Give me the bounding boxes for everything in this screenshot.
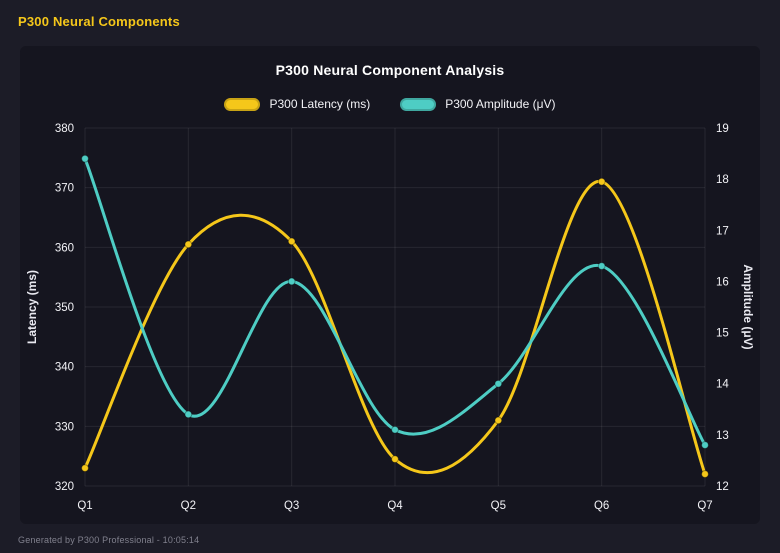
svg-text:Q5: Q5 (491, 500, 506, 512)
chart-title: P300 Neural Component Analysis (275, 62, 505, 78)
svg-text:Latency (ms): Latency (ms) (25, 270, 39, 344)
app-title: P300 Neural Components (18, 13, 180, 29)
legend-item-latency[interactable]: P300 Latency (ms) (224, 97, 370, 111)
svg-text:12: 12 (716, 481, 729, 493)
svg-text:Amplitude (μV): Amplitude (μV) (741, 264, 755, 349)
line-chart: 320 330 340 350 360 370 380 12 13 14 15 16 17 18 19 Q1 Q… (25, 123, 755, 512)
svg-text:17: 17 (716, 225, 729, 237)
svg-text:360: 360 (55, 242, 74, 254)
status-bar-text: Generated by P300 Professional - 10:05:1… (18, 535, 200, 545)
svg-text:Q6: Q6 (594, 500, 609, 512)
app-header: P300 Neural Components (0, 0, 780, 42)
legend-swatch-latency-icon (224, 97, 261, 111)
svg-text:330: 330 (55, 421, 74, 433)
svg-text:350: 350 (55, 302, 74, 314)
svg-text:320: 320 (55, 481, 74, 493)
svg-text:Q4: Q4 (387, 500, 403, 512)
svg-text:380: 380 (55, 123, 74, 135)
legend-label-latency: P300 Latency (ms) (269, 97, 371, 111)
chart-legend: P300 Latency (ms) P300 Amplitude (μV) (20, 96, 760, 112)
svg-text:13: 13 (716, 430, 729, 442)
legend-item-amplitude[interactable]: P300 Amplitude (μV) (400, 97, 556, 111)
svg-text:Q7: Q7 (697, 500, 712, 512)
svg-text:Q2: Q2 (181, 500, 196, 512)
legend-swatch-amplitude-icon (400, 97, 437, 111)
svg-text:340: 340 (55, 362, 74, 374)
legend-label-amplitude: P300 Amplitude (μV) (445, 97, 556, 111)
svg-text:14: 14 (716, 379, 729, 391)
svg-text:19: 19 (716, 123, 729, 135)
svg-text:370: 370 (55, 183, 74, 195)
svg-text:Q1: Q1 (77, 500, 92, 512)
svg-text:Q3: Q3 (284, 500, 299, 512)
svg-text:16: 16 (716, 276, 729, 288)
chart-panel: P300 Neural Component Analysis P300 Late… (20, 46, 760, 524)
svg-text:18: 18 (716, 174, 729, 186)
svg-text:15: 15 (716, 328, 729, 340)
